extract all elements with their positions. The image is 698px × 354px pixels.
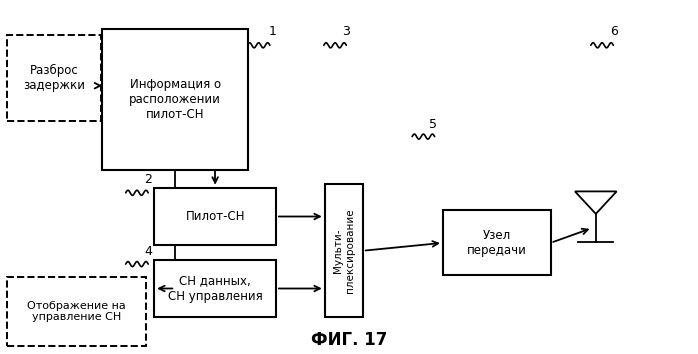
FancyBboxPatch shape	[443, 210, 551, 275]
Text: 1: 1	[269, 25, 277, 38]
Text: Информация о
расположении
пилот-СН: Информация о расположении пилот-СН	[129, 78, 221, 121]
Text: СН данных,
СН управления: СН данных, СН управления	[168, 274, 262, 303]
Text: 2: 2	[144, 173, 151, 186]
FancyBboxPatch shape	[7, 277, 146, 346]
FancyBboxPatch shape	[154, 188, 276, 245]
Text: 4: 4	[144, 245, 151, 258]
Text: Пилот-СН: Пилот-СН	[186, 210, 245, 223]
Text: ФИГ. 17: ФИГ. 17	[311, 331, 387, 349]
Text: Разброс
задержки: Разброс задержки	[23, 64, 85, 92]
Text: 5: 5	[429, 118, 437, 131]
Text: 3: 3	[342, 25, 350, 38]
FancyBboxPatch shape	[7, 35, 101, 121]
FancyBboxPatch shape	[102, 29, 248, 170]
FancyBboxPatch shape	[154, 259, 276, 318]
Text: Мульти-
плексирование: Мульти- плексирование	[333, 209, 355, 293]
FancyBboxPatch shape	[325, 184, 363, 318]
Text: Отображение на
управление СН: Отображение на управление СН	[27, 301, 126, 322]
Text: Узел
передачи: Узел передачи	[467, 229, 527, 257]
Text: 6: 6	[610, 25, 618, 38]
